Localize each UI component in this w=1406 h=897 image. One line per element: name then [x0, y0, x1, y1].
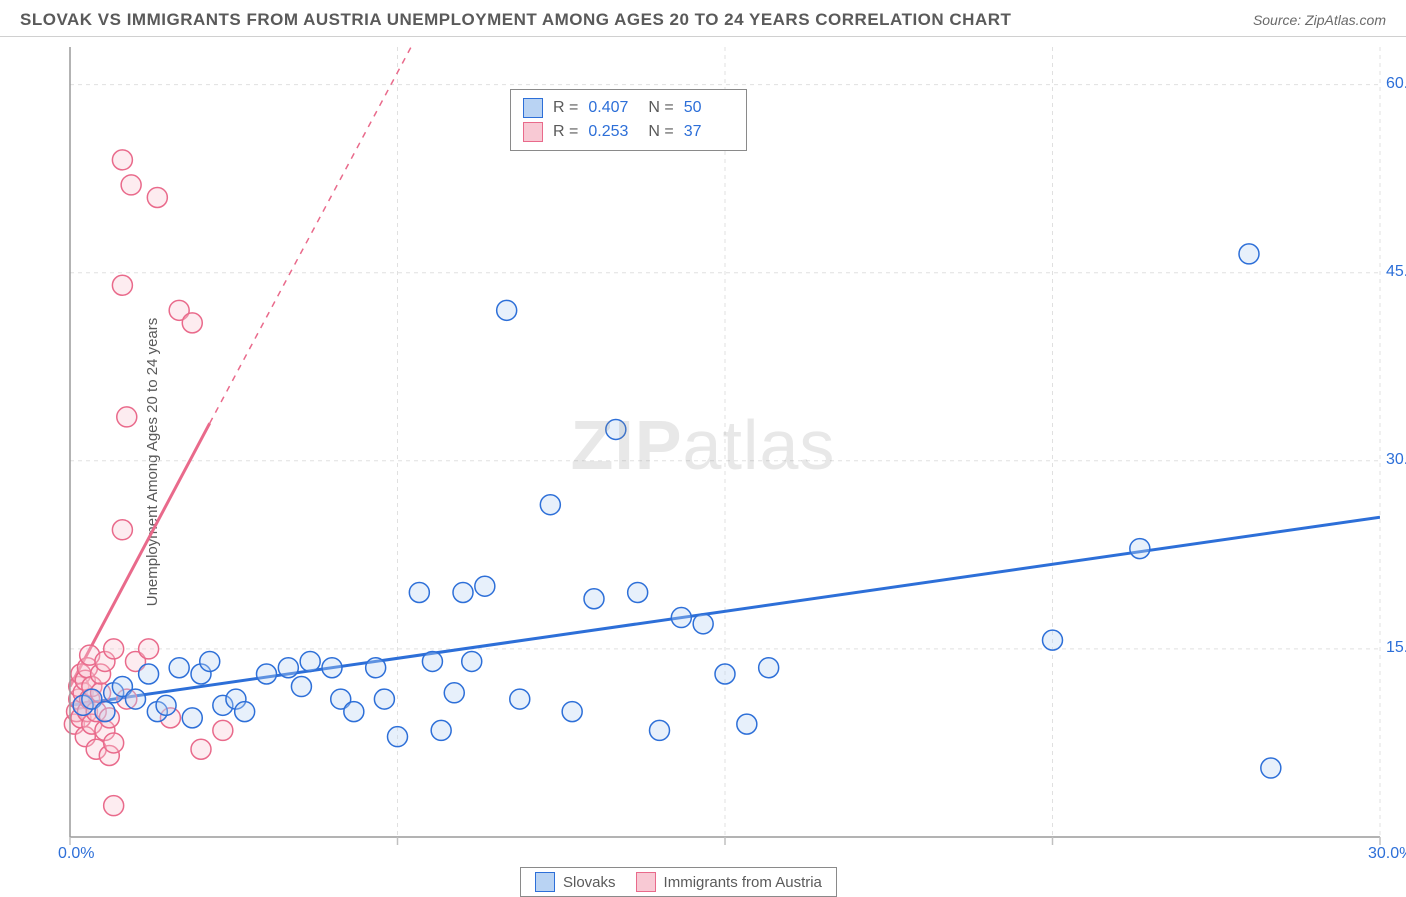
n-label: N =	[648, 99, 673, 117]
correlation-legend: R = 0.407 N = 50 R = 0.253 N = 37	[510, 89, 747, 151]
legend-label: Immigrants from Austria	[664, 874, 822, 891]
source-attribution: Source: ZipAtlas.com	[1253, 12, 1386, 28]
legend-swatch	[523, 122, 543, 142]
n-label: N =	[648, 123, 673, 141]
axis-tick-label: 30.0%	[1368, 845, 1406, 863]
axis-tick-label: 60.0%	[1386, 75, 1406, 93]
scatter-chart-svg	[50, 47, 1390, 857]
legend-stats-row: R = 0.407 N = 50	[523, 96, 734, 120]
axis-tick-label: 45.0%	[1386, 263, 1406, 281]
chart-area: Unemployment Among Ages 20 to 24 years Z…	[0, 37, 1406, 887]
series-legend: Slovaks Immigrants from Austria	[520, 867, 837, 897]
r-label: R =	[553, 123, 578, 141]
legend-swatch	[535, 872, 555, 892]
axis-tick-label: 30.0%	[1386, 451, 1406, 469]
r-value: 0.407	[588, 99, 638, 117]
legend-stats-row: R = 0.253 N = 37	[523, 120, 734, 144]
n-value: 37	[684, 123, 734, 141]
n-value: 50	[684, 99, 734, 117]
r-value: 0.253	[588, 123, 638, 141]
r-label: R =	[553, 99, 578, 117]
chart-title: SLOVAK VS IMMIGRANTS FROM AUSTRIA UNEMPL…	[20, 10, 1011, 30]
legend-item: Immigrants from Austria	[636, 872, 822, 892]
axis-tick-label: 15.0%	[1386, 639, 1406, 657]
axis-tick-label: 0.0%	[58, 845, 94, 863]
legend-label: Slovaks	[563, 874, 616, 891]
legend-swatch	[523, 98, 543, 118]
legend-item: Slovaks	[535, 872, 616, 892]
legend-swatch	[636, 872, 656, 892]
